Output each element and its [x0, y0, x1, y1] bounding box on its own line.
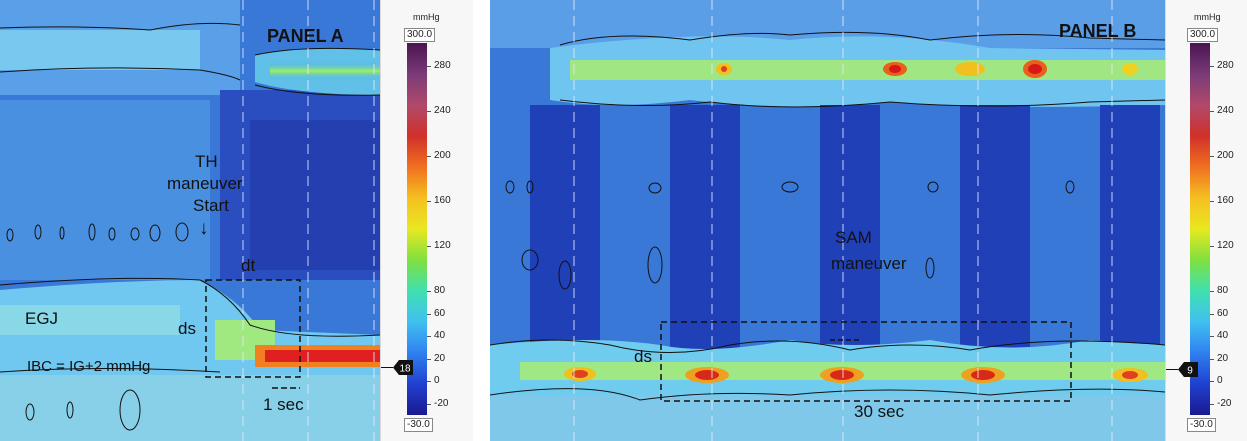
panel-a-title: PANEL A: [267, 26, 344, 46]
sam-label: SAM: [835, 228, 872, 247]
colorbar-tick-mark: [427, 358, 431, 360]
colorbar-tick-label: 240: [1217, 104, 1234, 116]
colorbar-tick-mark: [1210, 403, 1214, 405]
pressure-map-a: [0, 0, 380, 441]
colorbar-tick-mark: [427, 155, 431, 157]
dt-label: dt: [241, 256, 256, 275]
unit-label-a: mmHg: [413, 12, 440, 22]
colorbar-tick-label: 80: [434, 285, 446, 296]
colorbar-tick-label: 200: [434, 149, 451, 161]
colorbar-max-a: 300.0: [404, 28, 436, 42]
time-scale-a: 1 sec: [263, 395, 304, 414]
pointer-marker-icon: 18: [381, 360, 413, 375]
colorbar-tick-label: 160: [434, 194, 451, 206]
panel-a: PANEL A TH maneuver Start ↓ dt EGJ ds IB…: [0, 0, 473, 441]
colorbar-tick-mark: [427, 313, 431, 315]
time-scale-b: 30 sec: [854, 402, 905, 421]
th-label: TH: [195, 152, 218, 171]
colorbar-tick-label: 240: [434, 104, 451, 116]
colorbar-tick-label: 160: [1217, 194, 1234, 206]
colorbar-tick-label: 120: [434, 239, 451, 251]
ds-label-a: ds: [178, 319, 196, 338]
colorbar-a: mmHg 300.0 -30.0 18 280 240 200 160 120 80 60 4…: [380, 0, 473, 441]
colorbar-tick-mark: [1210, 110, 1214, 112]
panel-b-title: PANEL B: [1059, 21, 1137, 41]
unit-label-b: mmHg: [1194, 12, 1221, 22]
colorbar-tick-mark: [427, 65, 431, 67]
marker-value-b: 9: [1187, 366, 1193, 377]
colorbar-tick-label: 20: [1217, 352, 1229, 364]
colorbar-tick-label: 60: [1217, 307, 1229, 319]
down-arrow-icon: ↓: [199, 218, 209, 239]
colorbar-tick-label: 200: [1217, 149, 1234, 161]
panel-b: PANEL B SAM maneuver ds 30 sec mmHg 300.…: [490, 0, 1247, 441]
colorbar-tick-mark: [1210, 291, 1214, 292]
colorbar-tick-mark: [427, 336, 431, 338]
colorbar-min-b: -30.0: [1187, 418, 1216, 432]
colorbar-tick-label: 40: [1217, 330, 1229, 342]
colorbar-tick-mark: [1210, 200, 1214, 202]
pressure-topography-a: [0, 0, 380, 441]
colorbar-min-a: -30.0: [404, 418, 433, 432]
colorbar-tick-mark: [427, 245, 431, 247]
colorbar-tick-label: 120: [1217, 239, 1234, 251]
pressure-topography-b: [490, 0, 1165, 441]
colorbar-tick-mark: [1210, 155, 1214, 157]
colorbar-tick-label: 80: [1217, 285, 1229, 296]
start-label: Start: [193, 196, 229, 215]
colorbar-tick-label: 60: [434, 307, 446, 319]
colorbar-tick-mark: [427, 291, 431, 292]
egj-label: EGJ: [25, 309, 59, 328]
colorbar-tick-mark: [427, 381, 431, 383]
colorbar-tick-mark: [1210, 65, 1214, 67]
colorbar-tick-label: 40: [434, 330, 446, 342]
colorbar-tick-label: 0: [1217, 375, 1223, 387]
colorbar-tick-mark: [1210, 313, 1214, 315]
colorbar-tick-mark: [427, 110, 431, 112]
colorbar-gradient-a: [407, 43, 427, 415]
sam-maneuver-label: maneuver: [831, 254, 907, 273]
pointer-marker-icon: 9: [1166, 362, 1198, 377]
colorbar-tick-label: 20: [434, 352, 446, 364]
maneuver-label: maneuver: [167, 174, 243, 193]
colorbar-tick-label: 280: [1217, 59, 1234, 71]
colorbar-max-b: 300.0: [1187, 28, 1219, 42]
colorbar-tick-mark: [427, 403, 431, 405]
colorbar-tick-mark: [427, 200, 431, 202]
ds-label-b: ds: [634, 347, 652, 366]
colorbar-gradient-b: [1190, 43, 1210, 415]
colorbar-tick-label: -20: [1217, 397, 1232, 409]
colorbar-tick-label: 280: [434, 59, 451, 71]
marker-value-a: 18: [399, 364, 411, 375]
colorbar-tick-mark: [1210, 245, 1214, 247]
colorbar-tick-label: -20: [434, 397, 449, 409]
colorbar-tick-label: 0: [434, 375, 440, 387]
colorbar-b: mmHg 300.0 -30.0 9 280 240 200 160 120 80 60 40…: [1165, 0, 1247, 441]
pressure-map-b: [490, 0, 1165, 441]
colorbar-tick-mark: [1210, 358, 1214, 360]
colorbar-tick-mark: [1210, 336, 1214, 338]
colorbar-tick-mark: [1210, 381, 1214, 383]
ibc-label: IBC = IG+2 mmHg: [27, 358, 151, 375]
